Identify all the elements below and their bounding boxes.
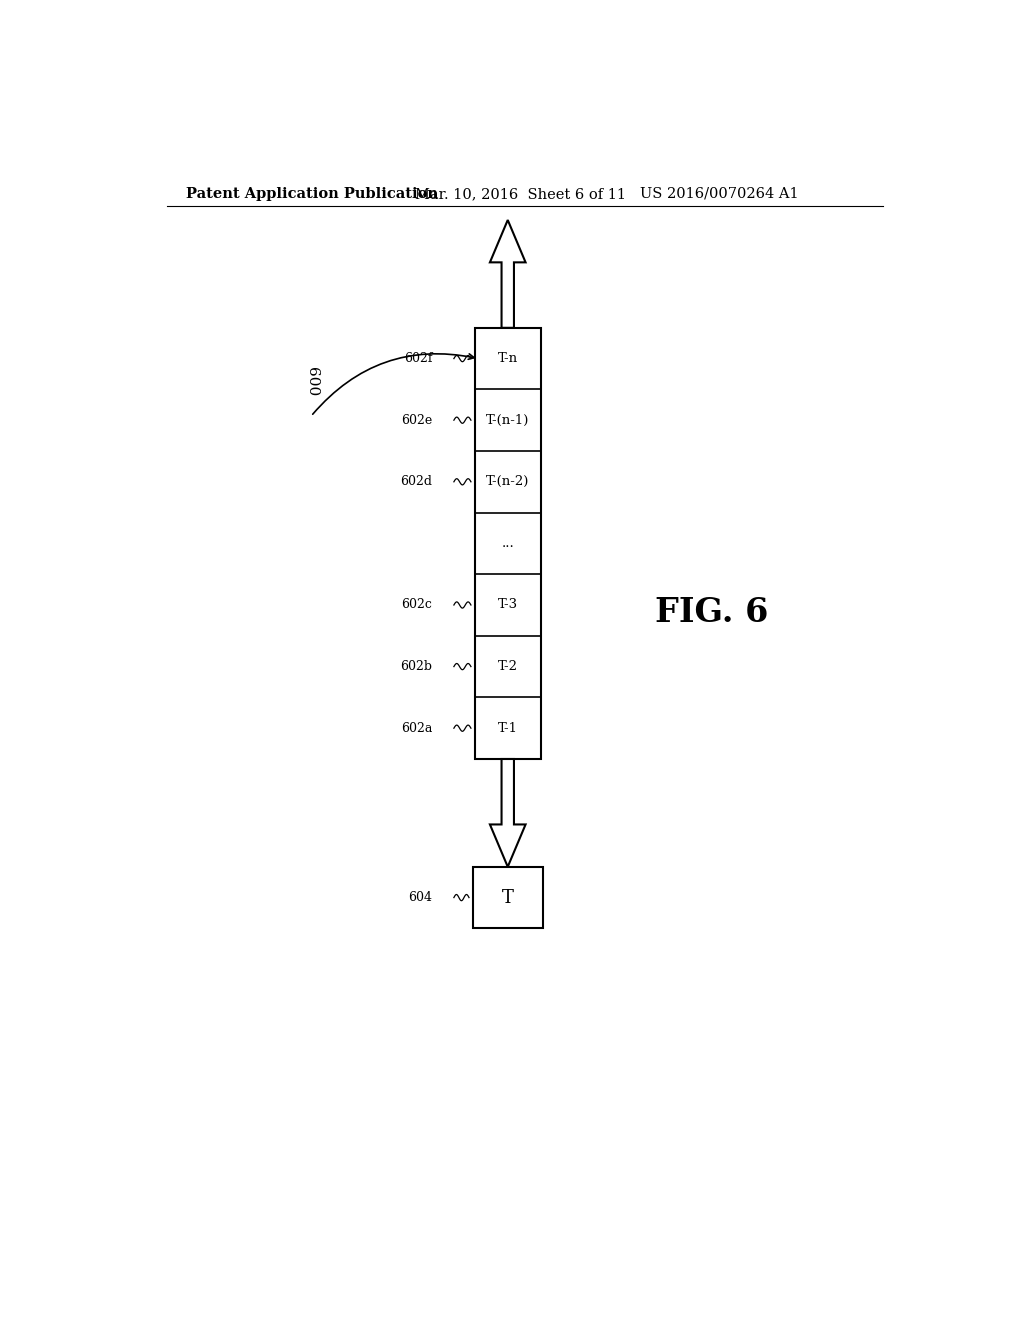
Text: 602a: 602a: [400, 722, 432, 735]
Text: T: T: [502, 888, 514, 907]
Bar: [475, 327, 541, 759]
Text: T-n: T-n: [498, 352, 518, 366]
Text: 602c: 602c: [401, 598, 432, 611]
Text: 600: 600: [305, 367, 318, 396]
Text: 602f: 602f: [403, 352, 432, 366]
Polygon shape: [489, 220, 525, 327]
Text: 602e: 602e: [401, 413, 432, 426]
Text: 602b: 602b: [400, 660, 432, 673]
Text: FIG. 6: FIG. 6: [655, 597, 768, 630]
Text: US 2016/0070264 A1: US 2016/0070264 A1: [640, 187, 798, 201]
Text: ...: ...: [502, 537, 514, 550]
Text: Patent Application Publication: Patent Application Publication: [186, 187, 438, 201]
Polygon shape: [489, 759, 525, 867]
Text: T-1: T-1: [498, 722, 518, 735]
Text: T-(n-1): T-(n-1): [486, 413, 529, 426]
Text: 602d: 602d: [400, 475, 432, 488]
Text: T-3: T-3: [498, 598, 518, 611]
Text: Mar. 10, 2016  Sheet 6 of 11: Mar. 10, 2016 Sheet 6 of 11: [415, 187, 626, 201]
Bar: [473, 867, 543, 928]
Text: 604: 604: [409, 891, 432, 904]
Text: T-(n-2): T-(n-2): [486, 475, 529, 488]
Text: T-2: T-2: [498, 660, 518, 673]
